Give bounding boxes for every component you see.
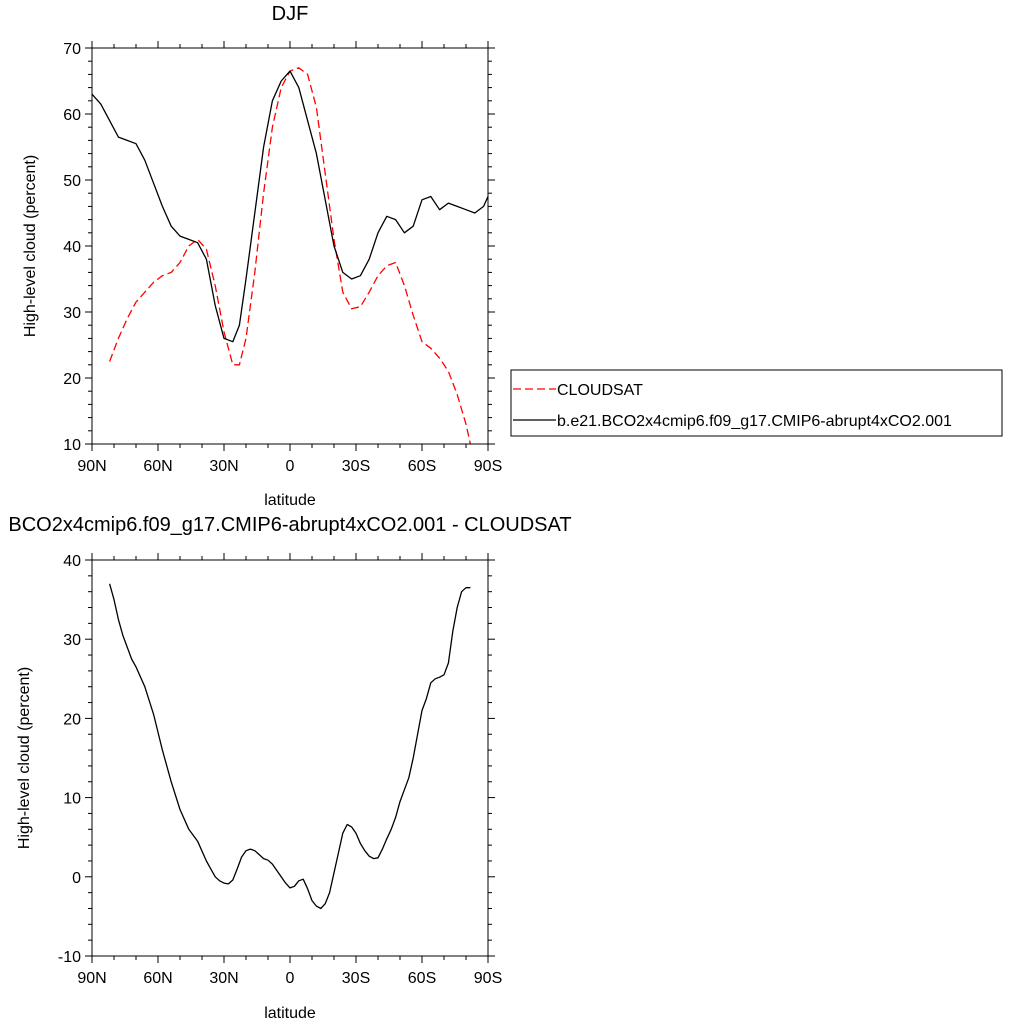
difference-x-tick-label: 60S (408, 970, 436, 987)
djf-x-tick-label: 60S (408, 458, 436, 475)
difference-y-tick-label: 30 (63, 632, 81, 649)
djf-x-tick-label: 90N (77, 458, 106, 475)
djf-y-tick-label: 50 (63, 173, 81, 190)
difference-y-tick-label: 20 (63, 711, 81, 728)
difference-y-tick-labels: -10 0 10 20 30 40 (58, 553, 81, 966)
djf-tick-marks (85, 41, 495, 451)
difference-x-tick-label: 30S (342, 970, 370, 987)
difference-x-tick-label: 90N (77, 970, 106, 987)
difference-y-axis-label: High-level cloud (percent) (16, 667, 33, 849)
djf-y-tick-label: 70 (63, 41, 81, 58)
difference-y-tick-label: -10 (58, 949, 81, 966)
djf-plot-title: DJF (272, 3, 309, 25)
difference-x-tick-label: 90S (474, 970, 502, 987)
difference-plot: -10 0 10 20 30 40 90N 60N 30N 0 30S 60S 90S BCO2x4c… (8, 514, 571, 1022)
difference-x-tick-label: 0 (286, 970, 295, 987)
difference-x-tick-label: 60N (143, 970, 172, 987)
djf-plot: 10 20 30 40 50 60 70 90N 60N 30N 0 30S 60S 90S DJF l… (22, 3, 502, 509)
difference-tick-marks (85, 553, 495, 963)
legend-label-model: b.e21.BCO2x4cmip6.f09_g17.CMIP6-abrupt4x… (557, 413, 952, 430)
djf-y-axis-label: High-level cloud (percent) (22, 155, 39, 337)
djf-x-tick-label: 0 (286, 458, 295, 475)
difference-x-tick-label: 30N (209, 970, 238, 987)
difference-x-axis-label: latitude (264, 1005, 316, 1022)
djf-y-tick-label: 40 (63, 239, 81, 256)
djf-series-lines (91, 67, 489, 445)
djf-plot-frame (91, 47, 489, 445)
djf-x-tick-label: 90S (474, 458, 502, 475)
djf-series-line-model (91, 70, 489, 343)
djf-y-tick-label: 30 (63, 305, 81, 322)
djf-series-line-cloudsat (108, 67, 472, 445)
djf-x-axis-label: latitude (264, 492, 316, 509)
djf-y-tick-label: 20 (63, 371, 81, 388)
difference-y-tick-label: 10 (63, 791, 81, 808)
djf-x-tick-label: 60N (143, 458, 172, 475)
djf-y-tick-labels: 10 20 30 40 50 60 70 (63, 41, 81, 454)
djf-y-tick-label: 60 (63, 107, 81, 124)
djf-x-tick-labels: 90N 60N 30N 0 30S 60S 90S (77, 458, 502, 475)
difference-plot-title: BCO2x4cmip6.f09_g17.CMIP6-abrupt4xCO2.00… (8, 514, 571, 536)
difference-x-tick-labels: 90N 60N 30N 0 30S 60S 90S (77, 970, 502, 987)
djf-x-tick-label: 30N (209, 458, 238, 475)
djf-y-tick-label: 10 (63, 437, 81, 454)
difference-plot-frame (91, 559, 489, 957)
legend: CLOUDSAT b.e21.BCO2x4cmip6.f09_g17.CMIP6… (510, 369, 1003, 437)
legend-label-cloudsat: CLOUDSAT (557, 382, 643, 399)
legend-box (510, 369, 1003, 437)
difference-y-tick-label: 0 (72, 870, 81, 887)
difference-y-tick-label: 40 (63, 553, 81, 570)
djf-x-tick-label: 30S (342, 458, 370, 475)
difference-series-lines (108, 583, 471, 910)
difference-series-line-difference (108, 583, 471, 910)
